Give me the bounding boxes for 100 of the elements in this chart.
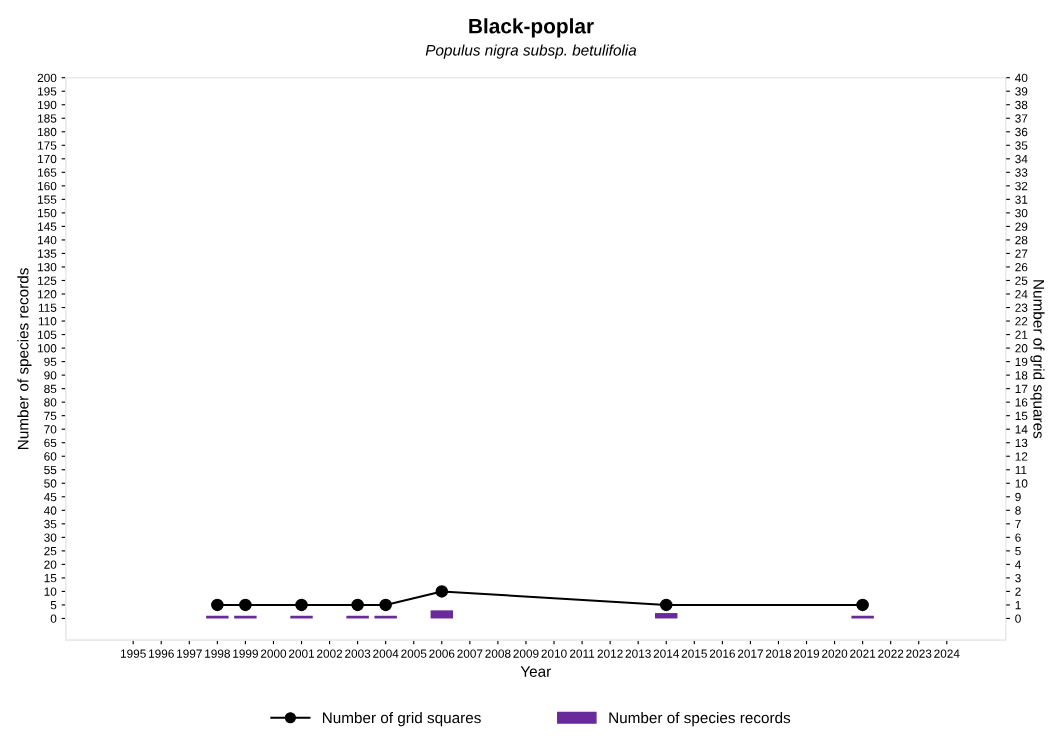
- y2-tick-label: 17: [1015, 384, 1028, 393]
- x-tick-label: 2010: [541, 649, 567, 658]
- y2-tick-label: 19: [1015, 357, 1028, 366]
- x-tick-label: 2005: [401, 649, 427, 658]
- y2-tick-label: 16: [1015, 398, 1028, 407]
- x-tick-label: 2000: [260, 649, 287, 658]
- y2-tick-label: 15: [1015, 411, 1028, 421]
- y-tick-label: 105: [38, 330, 57, 339]
- y2-tick-label: 0: [1015, 614, 1021, 623]
- y-tick-label: 55: [44, 465, 57, 475]
- x-tick-label: 2001: [288, 649, 315, 658]
- y-tick-label: 45: [43, 492, 57, 502]
- y-tick-label: 155: [38, 195, 57, 204]
- x-tick-label: 2003: [345, 649, 371, 658]
- y-tick-label: 70: [44, 425, 57, 434]
- x-tick-label: 2014: [653, 649, 680, 658]
- y-tick-label: 40: [43, 506, 57, 515]
- y-tick-label: 75: [44, 411, 57, 421]
- chart-title: Black-poplar: [469, 18, 594, 38]
- y-tick-label: 85: [44, 384, 57, 394]
- y-tick-label: 95: [44, 357, 57, 366]
- y-tick-label: 20: [44, 560, 57, 569]
- y2-tick-label: 14: [1015, 425, 1028, 434]
- y-tick-label: 115: [38, 303, 57, 312]
- y-tick-label: 60: [44, 452, 57, 461]
- y2-tick-label: 2: [1015, 587, 1021, 596]
- y2-tick-label: 25: [1015, 276, 1028, 285]
- x-tick-label: 2007: [457, 649, 483, 658]
- y-tick-label: 30: [44, 533, 57, 542]
- y2-tick-label: 37: [1015, 114, 1028, 123]
- x-tick-label: 2016: [709, 649, 735, 658]
- y-tick-label: 165: [38, 168, 57, 177]
- x-tick-label: 2012: [597, 649, 623, 658]
- x-tick-label: 2009: [513, 649, 539, 658]
- x-tick-label: 2019: [793, 649, 820, 658]
- y2-tick-label: 7: [1015, 519, 1021, 529]
- y2-tick-label: 38: [1015, 100, 1028, 110]
- y2-tick-label: 1: [1015, 601, 1021, 610]
- y2-tick-label: 32: [1015, 181, 1028, 191]
- y2-tick-label: 18: [1015, 371, 1028, 380]
- y-tick-label: 5: [50, 601, 57, 610]
- x-tick-label: 1999: [233, 649, 258, 658]
- y2-tick-label: 11: [1015, 465, 1027, 475]
- y-tick-label: 175: [38, 141, 57, 150]
- y-tick-label: 110: [38, 317, 57, 326]
- y2-tick-label: 9: [1015, 492, 1021, 502]
- y-tick-label: 180: [38, 127, 57, 137]
- x-tick-label: 2006: [429, 649, 455, 658]
- y2-tick-label: 13: [1015, 438, 1028, 448]
- x-tick-label: 2018: [765, 649, 792, 658]
- y2-tick-label: 3: [1015, 573, 1021, 583]
- y2-tick-label: 8: [1015, 506, 1021, 515]
- y2-tick-label: 40: [1015, 73, 1028, 83]
- y2-tick-label: 30: [1015, 208, 1028, 218]
- y2-axis-title: Number of grid squares: [1030, 280, 1045, 439]
- y2-tick-label: 20: [1015, 344, 1028, 353]
- y-tick-label: 130: [38, 263, 57, 272]
- y2-tick-label: 33: [1015, 168, 1028, 177]
- y-tick-label: 90: [44, 371, 57, 380]
- y2-tick-label: 12: [1015, 452, 1028, 461]
- y2-tick-label: 26: [1015, 263, 1028, 272]
- y2-tick-label: 34: [1015, 154, 1028, 164]
- y2-tick-label: 21: [1015, 330, 1028, 339]
- x-tick-label: 1998: [205, 649, 230, 658]
- y-tick-label: 185: [38, 114, 57, 123]
- x-tick-label: 2002: [317, 649, 343, 658]
- y-tick-label: 135: [38, 249, 57, 258]
- y-tick-label: 195: [38, 87, 57, 96]
- x-tick-label: 2015: [681, 649, 707, 658]
- y-tick-label: 50: [44, 479, 57, 488]
- x-tick-label: 1995: [120, 649, 146, 658]
- x-tick-label: 2021: [850, 649, 876, 658]
- y2-tick-label: 10: [1015, 479, 1028, 488]
- y2-tick-label: 5: [1015, 547, 1021, 556]
- x-tick-label: 1997: [177, 649, 202, 658]
- x-tick-label: 1996: [149, 649, 174, 658]
- y2-tick-label: 28: [1015, 235, 1028, 245]
- y-tick-label: 160: [38, 181, 57, 191]
- y2-tick-label: 6: [1015, 533, 1021, 542]
- legend-label: Number of grid squares: [322, 712, 481, 727]
- y2-tick-label: 39: [1015, 87, 1028, 96]
- y2-tick-label: 22: [1015, 317, 1028, 326]
- x-tick-label: 2017: [737, 649, 763, 658]
- x-axis-title: Year: [520, 666, 551, 677]
- y2-tick-label: 23: [1015, 303, 1028, 312]
- x-tick-label: 2011: [569, 649, 595, 658]
- chart-subtitle: Populus nigra subsp. betulifolia: [425, 44, 637, 59]
- y-tick-label: 145: [38, 222, 57, 231]
- legend-label: Number of species records: [609, 712, 791, 727]
- y-tick-label: 80: [44, 398, 57, 407]
- y-tick-label: 170: [38, 154, 57, 164]
- y-tick-label: 125: [38, 276, 57, 285]
- x-tick-label: 2013: [625, 649, 651, 658]
- x-tick-label: 2004: [373, 649, 399, 658]
- y2-tick-label: 4: [1015, 560, 1021, 569]
- y-tick-label: 10: [44, 587, 57, 596]
- y-tick-label: 120: [38, 290, 57, 299]
- y-tick-label: 200: [37, 73, 57, 83]
- y-tick-label: 100: [38, 344, 57, 353]
- y-tick-label: 150: [38, 208, 57, 218]
